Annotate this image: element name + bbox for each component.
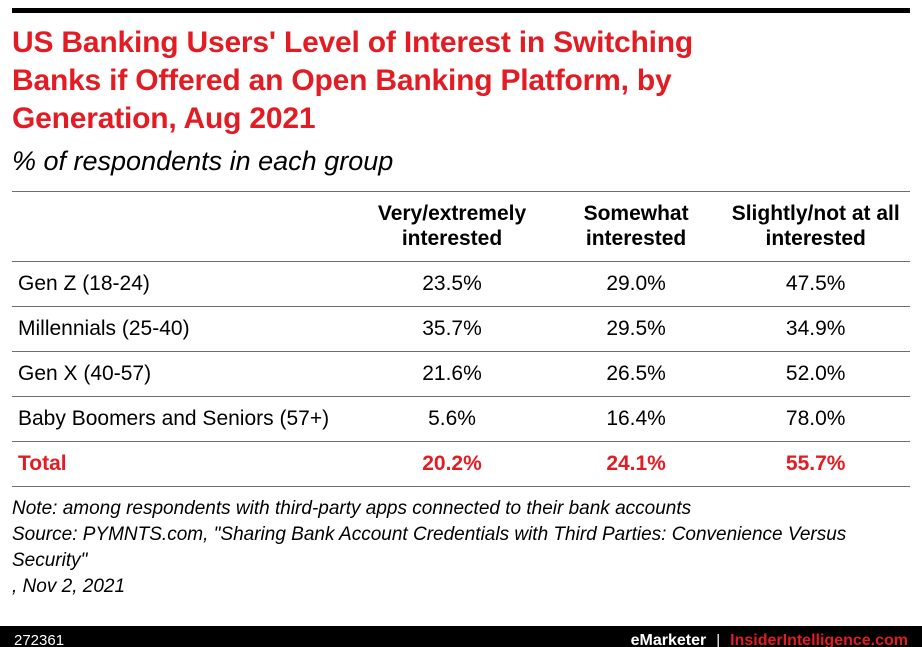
chart-page: US Banking Users' Level of Interest in S… <box>0 8 922 647</box>
cell-value: 5.6% <box>353 396 551 442</box>
cell-value: 20.2% <box>353 441 551 487</box>
brand-divider: | <box>716 632 721 647</box>
source-text: Source: PYMNTS.com, "Sharing Bank Accoun… <box>12 524 847 571</box>
table-row-millennials: Millennials (25-40) 35.7% 29.5% 34.9% <box>12 306 910 352</box>
table-header-row: Very/extremely interested Somewhat inter… <box>12 191 910 262</box>
site-link[interactable]: InsiderIntelligence.com <box>730 631 908 647</box>
page-title: US Banking Users' Level of Interest in S… <box>12 24 910 138</box>
row-label-total: Total <box>12 441 354 487</box>
table-row-total: Total 20.2% 24.1% 55.7% <box>12 441 910 487</box>
table-row-gen-z: Gen Z (18-24) 23.5% 29.0% 47.5% <box>12 261 910 307</box>
brand-logo: eMarketer <box>630 631 707 647</box>
column-header-empty <box>12 191 354 262</box>
chart-id: 272361 <box>14 632 65 647</box>
cell-value: 55.7% <box>721 441 910 487</box>
row-label: Millennials (25-40) <box>12 306 354 352</box>
cell-value: 26.5% <box>550 351 722 397</box>
cell-value: 52.0% <box>721 351 910 397</box>
brand-group: eMarketer | InsiderIntelligence.com <box>631 632 908 647</box>
cell-value: 21.6% <box>353 351 551 397</box>
table-row-boomers: Baby Boomers and Seniors (57+) 5.6% 16.4… <box>12 396 910 442</box>
cell-value: 78.0% <box>721 396 910 442</box>
footnotes: Note: among respondents with third-party… <box>12 496 910 600</box>
title-line-3: Generation, Aug 2021 <box>12 102 316 135</box>
data-table: Very/extremely interested Somewhat inter… <box>12 191 910 487</box>
title-line-1: US Banking Users' Level of Interest in S… <box>12 26 694 59</box>
cell-value: 23.5% <box>353 261 551 307</box>
cell-value: 47.5% <box>721 261 910 307</box>
cell-value: 35.7% <box>353 306 551 352</box>
row-label: Gen X (40-57) <box>12 351 354 397</box>
note-text: Note: among respondents with third-party… <box>12 498 692 519</box>
top-divider <box>12 8 910 13</box>
table-row-gen-x: Gen X (40-57) 21.6% 26.5% 52.0% <box>12 351 910 397</box>
column-header-slightly-interested: Slightly/not at all interested <box>721 191 910 262</box>
column-header-very-interested: Very/extremely interested <box>353 191 551 262</box>
date-text: , Nov 2, 2021 <box>12 576 126 597</box>
cell-value: 29.5% <box>550 306 722 352</box>
title-line-2: Banks if Offered an Open Banking Platfor… <box>12 64 672 97</box>
cell-value: 16.4% <box>550 396 722 442</box>
cell-value: 29.0% <box>550 261 722 307</box>
cell-value: 34.9% <box>721 306 910 352</box>
row-label: Gen Z (18-24) <box>12 261 354 307</box>
footer-bar: 272361 eMarketer | InsiderIntelligence.c… <box>0 626 922 647</box>
cell-value: 24.1% <box>550 441 722 487</box>
column-header-somewhat-interested: Somewhat interested <box>550 191 722 262</box>
row-label: Baby Boomers and Seniors (57+) <box>12 396 354 442</box>
page-subtitle: % of respondents in each group <box>12 146 394 176</box>
